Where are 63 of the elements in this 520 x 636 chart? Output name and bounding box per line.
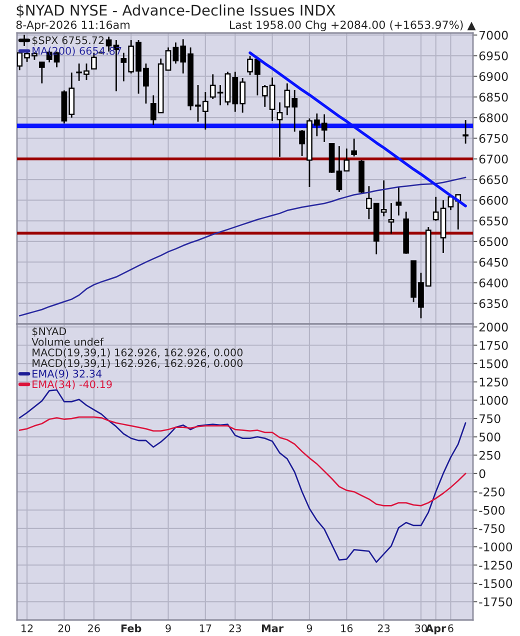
y-tick-label: 6850 <box>479 92 508 102</box>
x-tick-label: 17 <box>200 624 212 632</box>
y-tick-label: 6450 <box>479 258 508 267</box>
x-tick-label: 9 <box>166 624 171 632</box>
candlestick <box>351 138 358 158</box>
y-tick-label: -250 <box>479 488 505 496</box>
y-tick-label: 6700 <box>479 154 508 164</box>
annotation: MACD(19,39,1) 162.926, 162.926, 0.000 <box>32 348 243 358</box>
y-tick-label: 6600 <box>479 196 508 205</box>
x-tick-label: 16 <box>341 624 353 632</box>
y-tick-label: 6500 <box>479 237 508 246</box>
y-tick-label: 2000 <box>479 322 508 332</box>
x-tick-label: Mar <box>262 624 284 632</box>
y-tick-label: -1000 <box>479 542 512 552</box>
y-tick-label: 6550 <box>479 216 508 226</box>
y-tick-label: -750 <box>479 524 505 534</box>
line-series <box>18 389 466 563</box>
line-series <box>18 416 466 506</box>
x-tick-label: 12 <box>22 624 33 632</box>
x-tick-label: Feb <box>121 624 142 632</box>
y-tick-label: 500 <box>479 432 500 442</box>
y-tick-label: -1500 <box>479 579 512 588</box>
x-tick-label: 9 <box>306 624 312 632</box>
y-tick-label: 6800 <box>479 113 508 122</box>
legend-label: $SPX 6755.72 <box>32 36 104 46</box>
y-tick-label: 1000 <box>480 396 508 405</box>
y-tick-label: -500 <box>479 506 505 515</box>
x-tick-label: 26 <box>88 624 100 632</box>
x-tick-label: 30 <box>415 624 427 632</box>
x-tick-label: Apr <box>426 624 446 634</box>
y-tick-label: 6750 <box>479 134 508 143</box>
chart-subtitle: 8-Apr-2026 11:16am <box>16 20 130 32</box>
candlestick <box>276 102 283 158</box>
candlestick <box>38 61 45 84</box>
text: Last 1958.00 Chg +2084.00 (+1653.97%) ▲ <box>230 20 476 32</box>
y-tick-label: 1750 <box>480 340 508 350</box>
chart-title: $NYAD NYSE - Advance-Decline Issues INDX <box>16 4 336 18</box>
y-tick-label: 1250 <box>480 378 508 387</box>
candlestick <box>462 119 468 144</box>
y-tick-label: 6400 <box>479 278 508 288</box>
y-tick-label: 750 <box>480 414 500 424</box>
candlestick <box>388 202 394 234</box>
y-tick-label: 6650 <box>479 175 508 184</box>
y-tick-label: 0 <box>479 469 486 478</box>
annotation: $NYAD <box>32 327 66 337</box>
x-tick-label: 23 <box>378 624 390 632</box>
y-tick-label: -1750 <box>479 597 512 606</box>
line-series <box>18 176 466 316</box>
legend-label: EMA(9) 32.34 <box>32 370 102 379</box>
x-tick-label: 20 <box>58 624 70 632</box>
y-tick-label: 250 <box>479 450 500 460</box>
annotation: Volume undef <box>32 338 104 346</box>
legend-label: EMA(34) -40.19 <box>32 380 112 390</box>
x-tick-label: 6 <box>448 624 454 632</box>
y-tick-label: 6900 <box>479 72 508 81</box>
y-tick-label: 1500 <box>480 359 508 368</box>
y-tick-label: 6350 <box>479 299 508 308</box>
y-tick-label: -1250 <box>479 560 512 570</box>
candlestick <box>396 186 402 216</box>
annotation: MACD(19,39,1) 162.926, 162.926, 0.000 <box>32 358 243 368</box>
y-tick-label: 6950 <box>479 51 508 60</box>
y-tick-label: 7000 <box>480 30 508 40</box>
x-tick-label: 23 <box>229 624 241 632</box>
